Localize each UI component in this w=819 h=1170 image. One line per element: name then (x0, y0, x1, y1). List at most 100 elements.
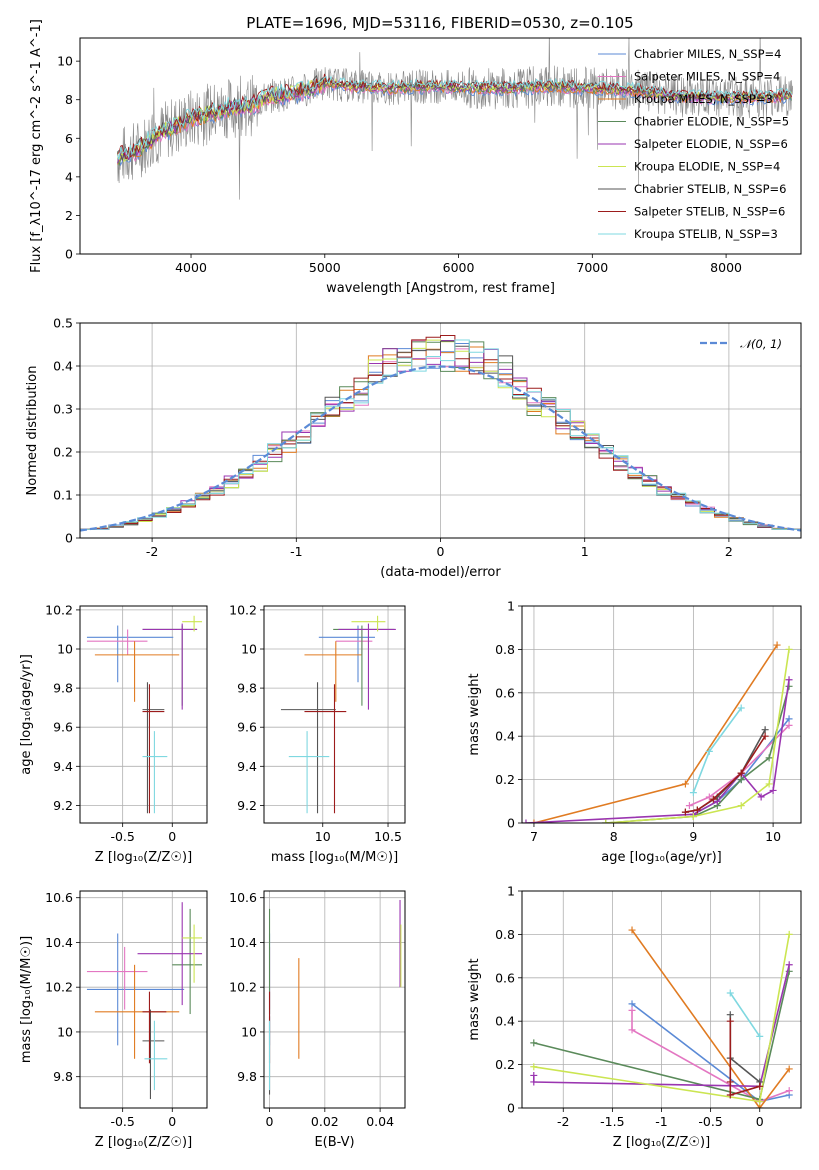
axes-frame (79, 605, 208, 824)
weight-line-k_stelib (729, 992, 761, 1037)
legend-label-normal: 𝒩(0, 1) (740, 337, 782, 351)
weight-marker-k_elodie (689, 812, 697, 820)
weight-marker-k_elodie (530, 1063, 538, 1071)
y-tick-label: 0.4 (495, 1014, 515, 1029)
weight-marker-s_stelib (693, 806, 701, 814)
weight-marker-s_stelib (761, 732, 769, 740)
x-tick-label: 0 (437, 544, 445, 559)
weight-line-k_miles (631, 929, 790, 1108)
weight-marker-s_elodie (769, 786, 777, 794)
weight-marker-c_miles (785, 715, 793, 723)
y-axis-label: mass [log₁₀(M/M☉)] (19, 936, 34, 1063)
y-tick-label: 10.2 (45, 602, 73, 617)
y-tick-label: 10.6 (45, 890, 73, 905)
y-tick-label: 10.2 (229, 602, 257, 617)
age_vs_mass-plot-area (264, 606, 405, 823)
panel-age_vs_Z: -0.5 0 9.2 9.4 9.6 9.8 10 10.2 Z [log₁₀(Z/Z☉)] ag… (19, 602, 208, 865)
legend-label-s_miles: Salpeter MILES, N_SSP=4 (634, 70, 780, 84)
weight-marker-s_stelib (737, 769, 745, 777)
y-tick-label: 9.4 (237, 759, 257, 774)
mass_vs_ebv-plot-area (264, 891, 405, 1108)
y-tick-label: 10 (241, 1024, 257, 1039)
y-tick-label: 6 (65, 131, 73, 146)
weight-marker-s_miles (628, 1026, 636, 1034)
y-tick-label: 0.2 (495, 772, 515, 787)
y-tick-label: 10.2 (229, 980, 257, 995)
weight-marker-c_elodie (765, 754, 773, 762)
legend-label-s_elodie: Salpeter ELODIE, N_SSP=6 (634, 137, 788, 151)
weight-marker-s_elodie (757, 793, 765, 801)
weight-marker-k_elodie (765, 780, 773, 788)
y-tick-label: 0.8 (495, 642, 515, 657)
weight-marker-k_stelib (705, 747, 713, 755)
x-tick-label: 2 (725, 544, 733, 559)
y-tick-label: 4 (65, 169, 73, 184)
x-axis-label: Z [log₁₀(Z/Z☉)] (613, 1135, 710, 1150)
panel-mass_vs_Z: -0.5 0 9.8 10 10.2 10.4 10.6 Z [log₁₀(Z/Z☉)] mas… (19, 890, 208, 1150)
axes-frame (521, 890, 802, 1109)
weight-marker-s_miles (705, 793, 713, 801)
y-tick-label: 0.8 (495, 927, 515, 942)
x-tick-label: 0.02 (311, 1114, 339, 1129)
panel-weight_vs_Z: -2 -1.5 -1 -0.5 0 0 0.2 0.4 0.6 0.8 1 Z [log₁₀(Z/Z☉… (467, 884, 802, 1150)
y-axis-label: mass weight (467, 673, 482, 755)
x-axis-label: mass [log₁₀(M/M☉)] (271, 850, 398, 865)
weight-marker-k_stelib (726, 989, 734, 997)
y-tick-label: 0 (507, 1101, 515, 1116)
x-tick-label: 8000 (710, 260, 742, 275)
weight-marker-k_stelib (689, 789, 697, 797)
legend-label-k_elodie: Kroupa ELODIE, N_SSP=4 (634, 160, 780, 174)
weight-marker-c_elodie (737, 776, 745, 784)
weight-marker-s_stelib (709, 795, 717, 803)
x-tick-label: 10 (315, 829, 331, 844)
x-tick-label: -1.5 (600, 1114, 624, 1129)
x-tick-label: 7000 (576, 260, 608, 275)
panel-residuals: -2 -1 0 1 2 0 0.1 0.2 0.3 0.4 0.5 𝒩(0, 1) (data-mode… (25, 316, 802, 580)
y-tick-label: 9.8 (53, 1069, 73, 1084)
weight-marker-s_miles (785, 1087, 793, 1095)
y-tick-label: 9.2 (237, 798, 257, 813)
weight-marker-s_elodie (785, 676, 793, 684)
weight-marker-s_miles (685, 802, 693, 810)
weight-marker-k_miles (785, 1065, 793, 1073)
weight-line-s_miles (631, 1010, 790, 1103)
y-tick-label: 9.8 (53, 681, 73, 696)
panel-weight_vs_age: 7 8 9 10 0 0.2 0.4 0.6 0.8 1 age [log₁₀(age/yr)] ma… (467, 599, 802, 865)
y-tick-label: 8 (65, 92, 73, 107)
legend-label-c_miles: Chabrier MILES, N_SSP=4 (634, 47, 781, 61)
x-tick-label: -2 (557, 1114, 569, 1129)
age_vs_Z-plot-area (80, 606, 207, 823)
weight-marker-k_elodie (785, 645, 793, 653)
y-tick-label: 2 (65, 208, 73, 223)
x-tick-label: 6000 (443, 260, 475, 275)
y-tick-label: 9.4 (53, 759, 73, 774)
weight-marker-s_elodie (785, 961, 793, 969)
y-axis-label: Normed distribution (25, 366, 40, 496)
residuals-plot-area (80, 323, 801, 538)
y-tick-label: 0.6 (495, 685, 515, 700)
weight-marker-c_stelib (761, 726, 769, 734)
legend-label-s_stelib: Salpeter STELIB, N_SSP=6 (634, 205, 785, 219)
weight-marker-k_miles (773, 641, 781, 649)
weight-marker-k_elodie (602, 819, 610, 823)
weight-marker-s_miles (785, 721, 793, 729)
y-tick-label: 0.3 (53, 402, 73, 417)
weight_vs_Z-plot-area (522, 891, 801, 1108)
y-tick-label: 1 (507, 884, 515, 899)
y-axis-label: mass weight (467, 958, 482, 1040)
y-tick-label: 0.5 (53, 316, 73, 331)
y-tick-label: 0 (507, 816, 515, 831)
weight-marker-s_elodie (530, 1071, 538, 1079)
x-tick-label: 0 (168, 829, 176, 844)
legend-label-k_stelib: Kroupa STELIB, N_SSP=3 (634, 227, 778, 241)
x-tick-label: 0 (756, 1114, 764, 1129)
y-tick-label: 10.4 (45, 935, 73, 950)
weight-marker-k_miles (756, 1104, 764, 1108)
x-tick-label: -0.5 (698, 1114, 722, 1129)
x-tick-label: 0 (266, 1114, 274, 1129)
y-tick-label: 9.8 (237, 681, 257, 696)
x-axis-label: E(B-V) (314, 1135, 354, 1150)
mass_vs_Z-plot-area (80, 891, 207, 1108)
y-tick-label: 10 (57, 54, 73, 69)
legend-label-k_miles: Kroupa MILES, N_SSP=3 (634, 92, 773, 106)
